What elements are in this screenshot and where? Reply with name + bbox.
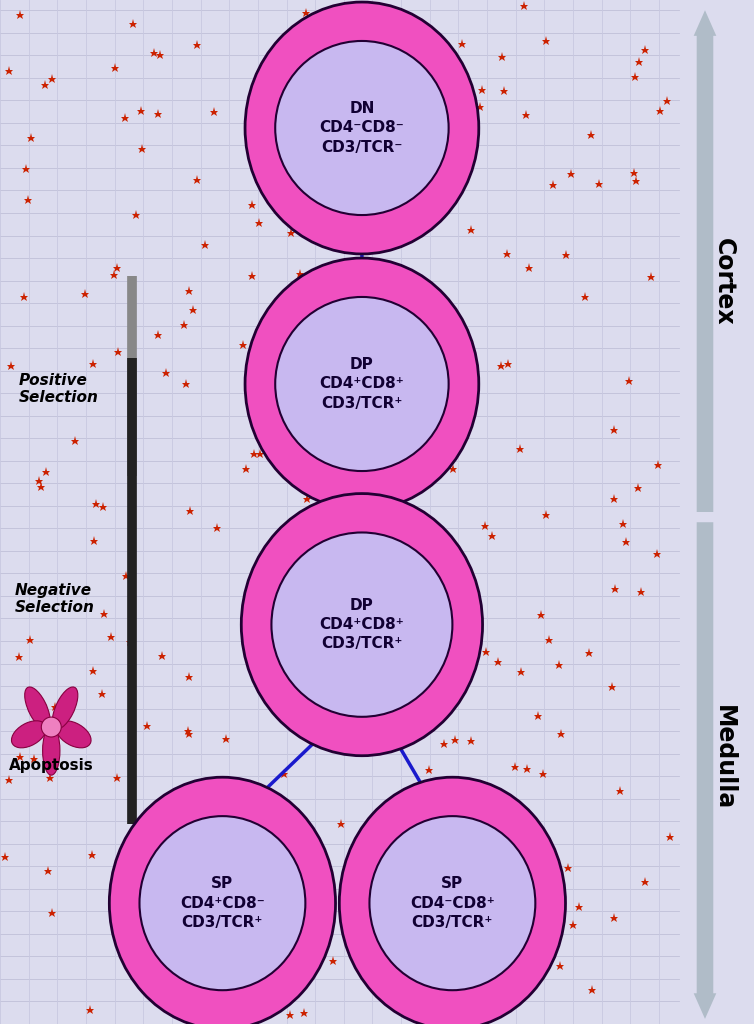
Text: Cortex: Cortex bbox=[712, 238, 736, 326]
Ellipse shape bbox=[43, 726, 60, 775]
Ellipse shape bbox=[271, 532, 452, 717]
Text: Apoptosis: Apoptosis bbox=[9, 759, 93, 773]
Ellipse shape bbox=[245, 2, 479, 254]
Ellipse shape bbox=[369, 816, 535, 990]
Text: SP
CD4⁻CD8⁺
CD3/TCR⁺: SP CD4⁻CD8⁺ CD3/TCR⁺ bbox=[410, 877, 495, 930]
Ellipse shape bbox=[339, 777, 566, 1024]
Ellipse shape bbox=[57, 721, 91, 748]
Text: Medulla: Medulla bbox=[712, 706, 736, 810]
Ellipse shape bbox=[109, 777, 336, 1024]
Ellipse shape bbox=[245, 258, 479, 510]
FancyArrow shape bbox=[694, 10, 716, 512]
Text: DN
CD4⁻CD8⁻
CD3/TCR⁻: DN CD4⁻CD8⁻ CD3/TCR⁻ bbox=[320, 101, 404, 155]
Ellipse shape bbox=[275, 297, 449, 471]
Text: DP
CD4⁺CD8⁺
CD3/TCR⁺: DP CD4⁺CD8⁺ CD3/TCR⁺ bbox=[320, 598, 404, 651]
FancyArrow shape bbox=[694, 522, 716, 1019]
Ellipse shape bbox=[52, 687, 78, 729]
Text: SP
CD4⁺CD8⁻
CD3/TCR⁺: SP CD4⁺CD8⁻ CD3/TCR⁺ bbox=[180, 877, 265, 930]
Ellipse shape bbox=[41, 717, 61, 737]
Text: Negative
Selection: Negative Selection bbox=[14, 583, 94, 615]
Ellipse shape bbox=[25, 687, 51, 729]
Text: DP
CD4⁺CD8⁺
CD3/TCR⁺: DP CD4⁺CD8⁺ CD3/TCR⁺ bbox=[320, 357, 404, 411]
Ellipse shape bbox=[139, 816, 305, 990]
Text: Positive
Selection: Positive Selection bbox=[19, 373, 99, 406]
Ellipse shape bbox=[11, 721, 46, 748]
Ellipse shape bbox=[275, 41, 449, 215]
Ellipse shape bbox=[241, 494, 483, 756]
